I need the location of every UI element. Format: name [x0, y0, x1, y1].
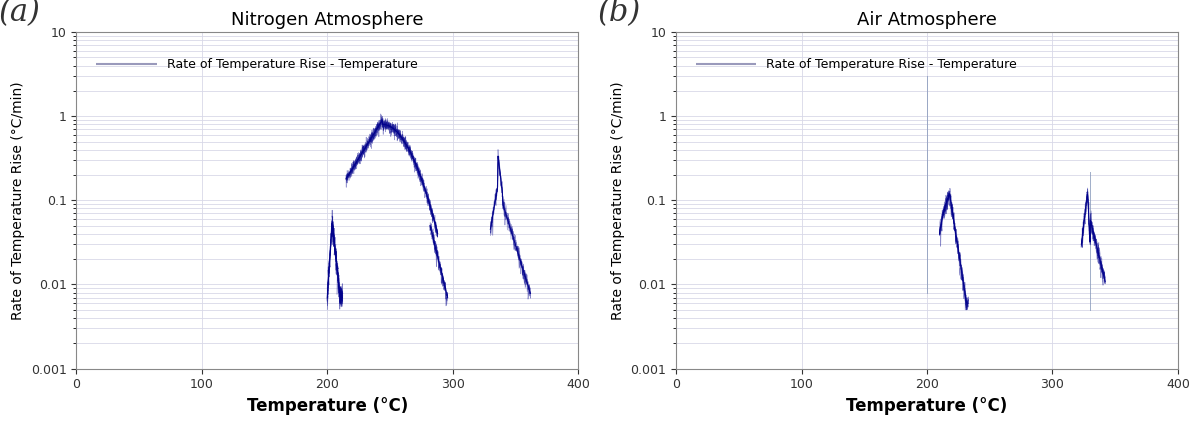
X-axis label: Temperature (°C): Temperature (°C) [847, 397, 1008, 415]
X-axis label: Temperature (°C): Temperature (°C) [246, 397, 408, 415]
Y-axis label: Rate of Temperature Rise (°C/min): Rate of Temperature Rise (°C/min) [611, 81, 625, 320]
Title: Nitrogen Atmosphere: Nitrogen Atmosphere [231, 11, 424, 29]
Text: (b): (b) [598, 0, 641, 28]
Title: Air Atmosphere: Air Atmosphere [858, 11, 997, 29]
Text: Rate of Temperature Rise - Temperature: Rate of Temperature Rise - Temperature [167, 58, 418, 71]
Text: (a): (a) [0, 0, 40, 28]
Text: Rate of Temperature Rise - Temperature: Rate of Temperature Rise - Temperature [766, 58, 1017, 71]
Y-axis label: Rate of Temperature Rise (°C/min): Rate of Temperature Rise (°C/min) [11, 81, 25, 320]
